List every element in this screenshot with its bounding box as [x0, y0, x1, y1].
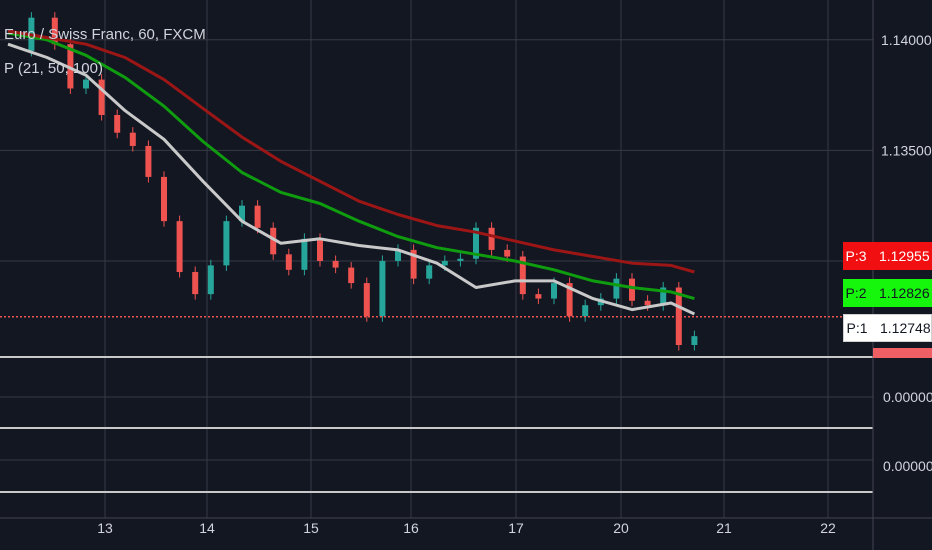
candle-body — [254, 205, 261, 228]
candle-body — [285, 254, 292, 270]
candle-body — [239, 205, 245, 222]
last-price-marker — [873, 348, 932, 358]
ema-line-ema-100 — [7, 29, 695, 274]
candle-body — [660, 287, 667, 306]
badge-tag: P:3 — [845, 248, 867, 264]
candle-body — [675, 287, 682, 345]
candle-body — [145, 145, 152, 177]
candle-body — [301, 238, 308, 270]
candle-body — [176, 221, 183, 273]
x-tick-label: 22 — [820, 520, 836, 536]
candle-body — [519, 256, 526, 295]
ema-line-ema-50 — [7, 31, 695, 301]
sub-panes — [0, 356, 873, 493]
x-tick-label: 16 — [403, 520, 419, 536]
candle-body — [441, 260, 448, 266]
badge-tag: P:1 — [846, 320, 868, 336]
price-badge-p3: P:3 1.12955 — [843, 242, 932, 270]
candle-body — [535, 294, 542, 299]
indicator-legend: P (21, 50, 100) — [4, 60, 103, 77]
badge-value: 1.12955 — [879, 248, 930, 264]
candle-body — [379, 260, 386, 317]
candle-body — [395, 249, 401, 261]
candle-body — [363, 283, 370, 317]
candle-body — [161, 176, 167, 222]
candle-body — [457, 258, 464, 261]
candle-body — [67, 44, 74, 89]
ema-line-ema-21 — [7, 42, 696, 316]
candle-body — [317, 238, 323, 261]
price-badge-p1: P:1 1.12748 — [843, 314, 932, 342]
y-tick-label: 1.14000 — [881, 32, 932, 48]
x-tick-label: 21 — [716, 520, 732, 536]
badge-value: 1.12826 — [879, 285, 930, 301]
sub-pane-label: 0.00000 — [883, 389, 932, 405]
candle-body — [644, 300, 651, 306]
candle-body — [504, 249, 511, 257]
chart-title: Euro / Swiss Franc, 60, FXCM — [4, 26, 206, 43]
x-tick-label: 14 — [199, 520, 215, 536]
chart-grid — [0, 0, 873, 518]
candle-body — [332, 260, 339, 268]
badge-tag: P:2 — [845, 285, 867, 301]
candle-body — [613, 278, 620, 299]
candle-body — [114, 115, 121, 133]
candle-body — [582, 305, 589, 317]
x-tick-label: 17 — [508, 520, 524, 536]
candle-body — [98, 79, 105, 115]
y-tick-label: 1.13500 — [881, 142, 932, 158]
candle-body — [410, 249, 417, 279]
candle-body — [207, 265, 214, 295]
candle-body — [551, 283, 557, 299]
candle-body — [51, 17, 58, 45]
candle-body — [629, 278, 635, 301]
badge-value: 1.12748 — [880, 320, 931, 336]
x-tick-label: 15 — [303, 520, 319, 536]
chart-series — [0, 12, 873, 351]
sub-pane-label: 0.00000 — [883, 458, 932, 474]
candle-body — [83, 79, 89, 89]
candle-body — [348, 267, 355, 284]
candle-body — [223, 221, 230, 266]
x-tick-label: 20 — [613, 520, 629, 536]
candle-body — [270, 227, 277, 255]
candle-body — [488, 227, 495, 250]
candle-body — [192, 272, 199, 295]
price-badge-p2: P:2 1.12826 — [843, 279, 932, 307]
candle-body — [129, 132, 136, 146]
candle-body — [426, 265, 433, 279]
candle-body — [691, 336, 698, 345]
candle-body — [566, 283, 573, 317]
candle-body — [473, 227, 479, 259]
x-tick-label: 13 — [97, 520, 113, 536]
